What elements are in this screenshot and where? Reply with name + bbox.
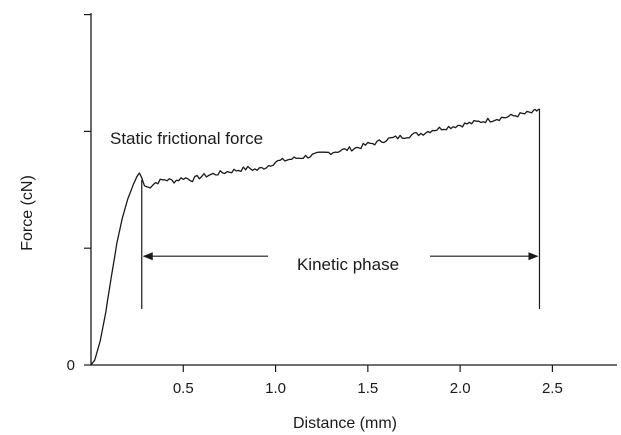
arrowhead-right-icon bbox=[528, 252, 539, 261]
ticks: 0.5 1.0 1.5 2.0 2.5 0 bbox=[67, 14, 563, 397]
annotations bbox=[141, 109, 541, 309]
x-tick-label: 0.5 bbox=[173, 380, 194, 397]
force-curve bbox=[90, 108, 540, 366]
axes bbox=[90, 13, 617, 366]
x-tick-label: 2.5 bbox=[542, 380, 563, 397]
x-axis-title: Distance (mm) bbox=[293, 415, 397, 432]
arrowhead-left-icon bbox=[142, 252, 153, 261]
x-tick-label: 1.5 bbox=[357, 380, 378, 397]
kinetic-phase-label: Kinetic phase bbox=[297, 255, 399, 274]
plot-area bbox=[90, 108, 540, 366]
x-tick-label: 2.0 bbox=[450, 380, 471, 397]
static-frictional-force-label: Static frictional force bbox=[110, 129, 263, 148]
y-tick-label: 0 bbox=[67, 357, 75, 374]
y-axis-title: Force (cN) bbox=[19, 175, 36, 251]
x-tick-label: 1.0 bbox=[265, 380, 286, 397]
